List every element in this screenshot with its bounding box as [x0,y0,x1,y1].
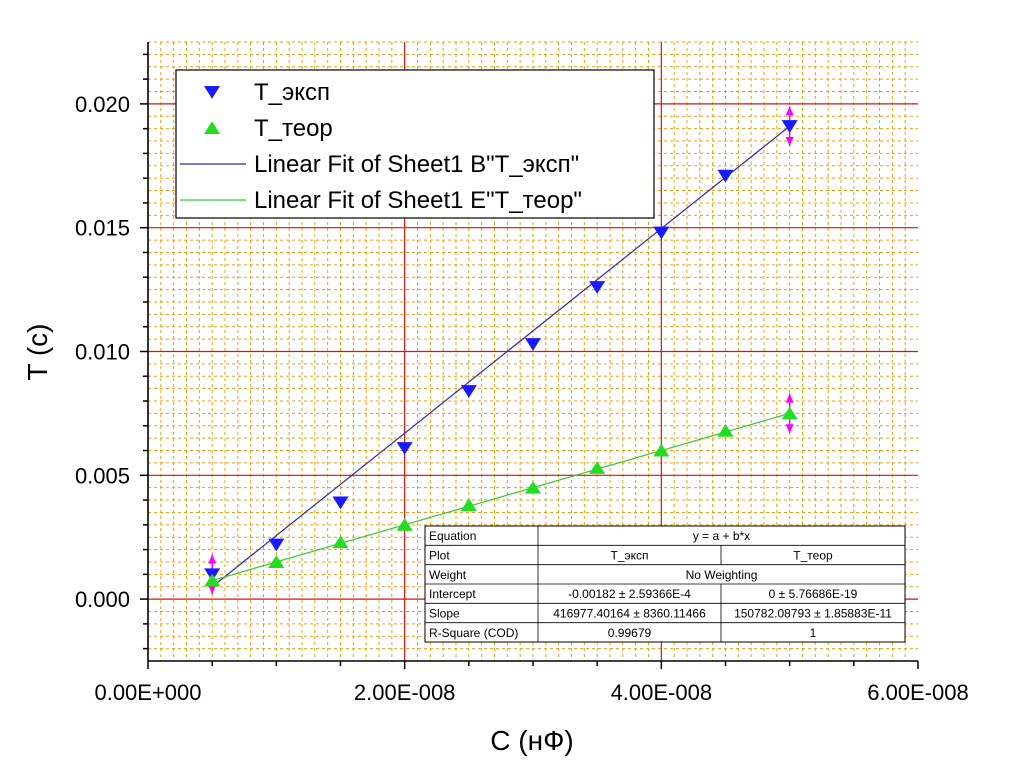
stats-table: Equation y = a + b*x Plot T_эксп T_теор Weigh… [424,525,906,643]
fit-line [211,412,790,582]
table-row-label: Slope [429,607,460,621]
data-point [589,281,606,294]
data-point [460,385,477,398]
table-cell: T_теор [793,549,833,563]
y-tick-label: 0.005 [75,463,130,488]
x-tick-label: 0.00E+000 [94,680,201,705]
data-point [460,498,477,512]
table-row-label: Plot [429,549,450,563]
table-cell: y = a + b*x [693,529,750,543]
error-arrow-down [785,136,794,146]
data-point [717,169,734,183]
table-row-label: Intercept [429,587,476,601]
table-cell: 0 ± 5.76686E-19 [769,587,858,601]
data-point [589,461,606,474]
error-arrow-up [785,393,794,403]
data-point [653,443,670,457]
legend-box [175,69,655,219]
data-point [332,496,349,510]
x-tick-label: 4.00E-008 [611,680,713,705]
data-point [268,538,285,552]
data-point [396,442,413,455]
legend-label: Linear Fit of Sheet1 E"T_теор" [254,187,582,214]
legend-label: T_эксп [254,79,330,106]
fit-line [211,125,791,588]
x-axis-label: C (нФ) [490,725,573,756]
y-tick-label: 0.020 [75,92,130,117]
legend-marker-swatch [204,121,220,134]
table-cell: 1 [810,626,817,640]
table-cell: No Weighting [686,568,758,582]
table-cell: 0.99679 [608,626,652,640]
legend-label: Linear Fit of Sheet1 B"T_эксп" [254,151,579,178]
table-cell: T_эксп [610,549,648,563]
axis-ticks [140,53,919,669]
data-point [781,406,798,420]
error-arrow-up [208,554,217,564]
x-tick-label: 6.00E-008 [867,680,969,705]
data-point [332,535,349,549]
data-point [268,555,285,568]
legend-label: T_теор [254,115,333,142]
data-point [781,120,798,133]
table-cell: 416977.40164 ± 8360.11466 [553,607,706,621]
data-point [653,226,670,240]
data-point [525,338,541,351]
data-point [204,573,221,587]
y-tick-label: 0.010 [75,340,130,365]
table-cell: -0.00182 ± 2.59366E-4 [568,587,691,601]
data-point [717,423,734,437]
table-row-label: Weight [429,568,467,582]
table-cell: 150782.08793 ± 1.85883E-11 [734,607,892,621]
error-arrow-down [785,424,794,434]
table-row-label: Equation [429,529,476,543]
y-axis-label: T (c) [22,323,53,380]
legend: T_эксп T_теор Linear Fit of Sheet1 B"T_экс… [175,69,655,219]
error-arrow-down [208,585,217,595]
data-point [525,480,541,494]
x-tick-label: 2.00E-008 [354,680,456,705]
y-tick-label: 0.000 [75,587,130,612]
table-row-label: R-Square (COD) [429,626,518,640]
error-arrow-up [785,106,794,116]
legend-marker-swatch [204,86,220,99]
fit-lines [211,125,791,588]
x-tick-labels: 0.00E+000 2.00E-008 4.00E-008 6.00E-008 [94,680,968,705]
data-markers [204,120,798,587]
data-point [396,518,413,531]
y-tick-labels: 0.000 0.005 0.010 0.015 0.020 [75,92,130,612]
y-tick-label: 0.015 [75,216,130,241]
